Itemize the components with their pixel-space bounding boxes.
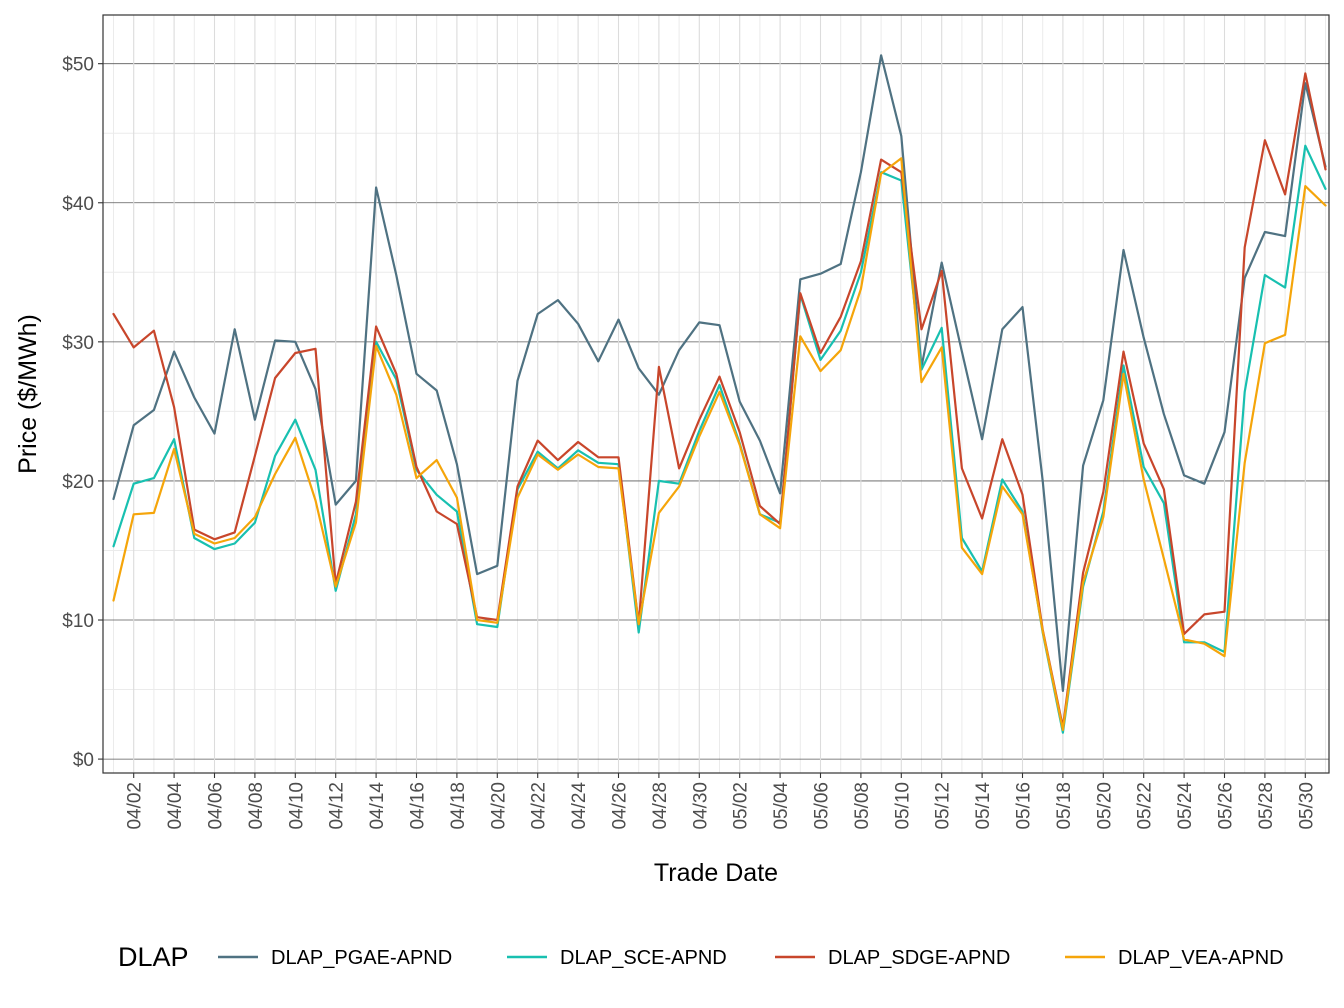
- y-tick-label: $0: [73, 750, 94, 771]
- x-tick-label: 05/28: [1256, 782, 1277, 830]
- x-tick-label: 05/26: [1216, 782, 1237, 830]
- x-tick-label: 05/14: [973, 782, 994, 830]
- series-lines: [112, 54, 1327, 734]
- y-tick-label: $30: [62, 333, 94, 354]
- y-tick-label: $50: [62, 55, 94, 76]
- y-axis: $0 $10 $20 $30 $40 $50: [62, 55, 103, 771]
- x-tick-label: 04/20: [488, 782, 509, 830]
- y-tick-label: $10: [62, 611, 94, 632]
- series-line-DLAP_SDGE-APND: [112, 72, 1327, 729]
- x-tick-label: 05/10: [892, 782, 913, 830]
- y-tick-label: $20: [62, 472, 94, 493]
- x-tick-label: 04/22: [529, 782, 550, 830]
- series-line-DLAP_PGAE-APND: [112, 54, 1327, 692]
- x-tick-label: 04/24: [569, 782, 590, 830]
- x-tick-label: 04/16: [408, 782, 429, 830]
- legend-label-DLAP_VEA-APND: DLAP_VEA-APND: [1118, 947, 1284, 969]
- series-line-DLAP_SCE-APND: [112, 144, 1327, 734]
- x-tick-label: 05/30: [1296, 782, 1317, 830]
- x-tick-label: 04/10: [286, 782, 307, 830]
- x-tick-label: 04/28: [650, 782, 671, 830]
- legend: DLAP DLAP_PGAE-APND DLAP_SCE-APND DLAP_SDG…: [118, 942, 1284, 972]
- x-tick-label: 05/16: [1014, 782, 1035, 830]
- x-tick-label: 04/26: [610, 782, 631, 830]
- x-tick-label: 04/18: [448, 782, 469, 830]
- legend-label-DLAP_SCE-APND: DLAP_SCE-APND: [560, 947, 727, 969]
- x-tick-label: 04/12: [327, 782, 348, 830]
- plot-border: [102, 14, 1330, 774]
- x-tick-label: 05/08: [852, 782, 873, 830]
- x-tick-label: 05/06: [812, 782, 833, 830]
- x-tick-label: 04/30: [690, 782, 711, 830]
- x-tick-label: 05/24: [1175, 782, 1196, 830]
- x-tick-label: 05/18: [1054, 782, 1075, 830]
- legend-title: DLAP: [118, 942, 189, 972]
- x-axis: 04/02 04/04 04/06 04/08 04/10 04/12 04/14 04/16…: [125, 773, 1317, 830]
- legend-label-DLAP_PGAE-APND: DLAP_PGAE-APND: [271, 947, 452, 969]
- x-tick-label: 04/08: [246, 782, 267, 830]
- x-tick-label: 04/06: [206, 782, 227, 830]
- x-axis-title: Trade Date: [654, 859, 778, 887]
- x-tick-label: 05/22: [1135, 782, 1156, 830]
- legend-label-DLAP_SDGE-APND: DLAP_SDGE-APND: [828, 947, 1010, 969]
- x-tick-label: 05/20: [1094, 782, 1115, 830]
- x-tick-label: 04/04: [165, 782, 186, 830]
- x-tick-label: 05/04: [771, 782, 792, 830]
- series-line-DLAP_VEA-APND: [112, 157, 1327, 731]
- x-tick-label: 04/02: [125, 782, 146, 830]
- y-axis-title: Price ($/MWh): [14, 314, 42, 474]
- x-tick-label: 04/14: [367, 782, 388, 830]
- x-tick-label: 05/12: [933, 782, 954, 830]
- x-tick-label: 05/02: [731, 782, 752, 830]
- y-tick-label: $40: [62, 194, 94, 215]
- major-gridlines: [103, 15, 1329, 773]
